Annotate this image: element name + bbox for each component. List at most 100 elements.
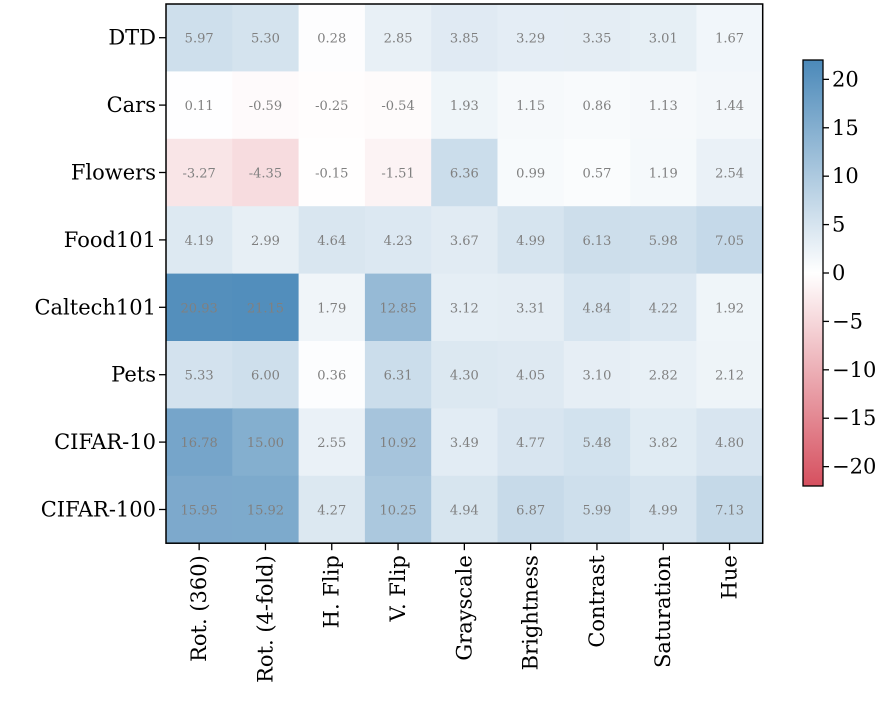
cell-value-label: 3.12: [450, 301, 479, 316]
column-tick-labels: Rot. (360) Rot. (4-fold) H. Flip V. Flip Gra…: [187, 543, 741, 683]
cell-value-label: 0.36: [317, 369, 346, 384]
row-tick-label: Pets: [111, 363, 156, 387]
cell-value-label: 4.77: [516, 436, 545, 451]
cell-value-label: 0.28: [317, 32, 346, 47]
cell-value-label: 15.92: [247, 504, 284, 519]
column-tick-label: V. Flip: [386, 555, 410, 622]
cell-value-label: 3.85: [450, 32, 479, 47]
colorbar-tick-label: −5: [832, 309, 863, 333]
row-tick-label: Cars: [107, 93, 156, 117]
cell-value-label: 0.99: [516, 167, 545, 182]
cell-value-label: 6.13: [582, 234, 611, 249]
cell-value-label: 4.64: [317, 234, 346, 249]
cell-value-label: 1.19: [649, 167, 678, 182]
cell-value-label: 2.54: [715, 167, 744, 182]
cell-value-label: -0.59: [249, 99, 282, 114]
cell-value-label: 3.10: [582, 369, 611, 384]
cell-value-label: -0.25: [315, 99, 348, 114]
cell-value-label: 3.01: [649, 32, 678, 47]
cell-value-label: 4.94: [450, 504, 479, 519]
cell-value-label: 3.35: [582, 32, 611, 47]
cell-value-label: 2.55: [317, 436, 346, 451]
cell-value-label: -4.35: [249, 167, 282, 182]
cell-value-label: 7.05: [715, 234, 744, 249]
cell-value-label: 10.25: [379, 504, 416, 519]
cell-value-label: -0.15: [315, 167, 348, 182]
cell-value-label: 3.82: [649, 436, 678, 451]
cell-value-label: 0.11: [185, 99, 214, 114]
cell-value-label: 4.30: [450, 369, 479, 384]
cell-value-label: 15.00: [247, 436, 284, 451]
cell-value-label: 3.29: [516, 32, 545, 47]
cell-value-label: 4.99: [649, 504, 678, 519]
colorbar-tick-label: −15: [832, 406, 876, 430]
column-tick-label: Rot. (360): [187, 555, 211, 662]
cell-value-label: 20.93: [181, 301, 218, 316]
row-tick-label: CIFAR-10: [54, 430, 156, 454]
cell-value-label: 1.67: [715, 32, 744, 47]
cell-value-label: 1.13: [649, 99, 678, 114]
colorbar-tick-label: −20: [832, 455, 876, 479]
cell-value-label: 5.33: [185, 369, 214, 384]
column-tick-label: Brightness: [519, 555, 543, 670]
cell-value-label: 6.00: [251, 369, 280, 384]
cell-value-label: 1.92: [715, 301, 744, 316]
heatmap-cells: 5.97 5.30 0.28 2.85 3.85 3.29 3.35 3.01 1.67 0.11…: [166, 4, 763, 544]
row-tick-label: Food101: [64, 228, 156, 252]
cell-value-label: 6.36: [450, 167, 479, 182]
cell-value-label: -3.27: [182, 167, 215, 182]
colorbar-tick-label: 15: [832, 116, 859, 140]
cell-value-label: 4.22: [649, 301, 678, 316]
cell-value-label: 1.93: [450, 99, 479, 114]
colorbar-tick-label: −10: [832, 358, 876, 382]
cell-value-label: -0.54: [381, 99, 414, 114]
row-tick-labels: DTDCarsFlowersFood101Caltech101PetsCIFAR…: [34, 26, 166, 522]
cell-value-label: 5.99: [582, 504, 611, 519]
cell-value-label: 3.67: [450, 234, 479, 249]
row-tick-label: CIFAR-100: [41, 498, 156, 522]
cell-value-label: 0.86: [582, 99, 611, 114]
cell-value-label: 21.15: [247, 301, 284, 316]
colorbar-tick-label: 5: [832, 213, 845, 237]
cell-value-label: 5.48: [582, 436, 611, 451]
column-tick-label: Grayscale: [452, 555, 476, 660]
cell-value-label: 2.99: [251, 234, 280, 249]
cell-value-label: 1.44: [715, 99, 744, 114]
cell-value-label: 4.80: [715, 436, 744, 451]
cell-value-label: 4.05: [516, 369, 545, 384]
cell-value-label: 2.82: [649, 369, 678, 384]
cell-value-label: 2.12: [715, 369, 744, 384]
colorbar-tick-label: 10: [832, 164, 859, 188]
cell-value-label: 5.97: [185, 32, 214, 47]
column-tick-label: Rot. (4-fold): [253, 555, 277, 683]
cell-value-label: 6.87: [516, 504, 545, 519]
cell-value-label: 4.84: [582, 301, 611, 316]
colorbar-tick-label: 0: [832, 261, 845, 285]
cell-value-label: 7.13: [715, 504, 744, 519]
column-tick-label: Hue: [718, 555, 742, 599]
colorbar-tick-label: 20: [832, 67, 859, 91]
column-tick-label: Contrast: [585, 555, 609, 648]
cell-value-label: 0.57: [582, 167, 611, 182]
cell-value-label: 15.95: [181, 504, 218, 519]
cell-value-label: 5.30: [251, 32, 280, 47]
cell-value-label: 3.49: [450, 436, 479, 451]
cell-value-label: 2.85: [384, 32, 413, 47]
cell-value-label: 1.15: [516, 99, 545, 114]
cell-value-label: 16.78: [181, 436, 218, 451]
cell-value-label: 4.27: [317, 504, 346, 519]
cell-value-label: 3.31: [516, 301, 545, 316]
cell-value-label: 4.19: [185, 234, 214, 249]
cell-value-label: 4.99: [516, 234, 545, 249]
row-tick-label: Caltech101: [34, 295, 156, 319]
column-tick-label: Saturation: [651, 555, 675, 668]
cell-value-label: 12.85: [379, 301, 416, 316]
colorbar: 20 15 10 5 0 −5 −10 −15 −20: [803, 60, 876, 486]
cell-value-label: 6.31: [384, 369, 413, 384]
cell-value-label: 1.79: [317, 301, 346, 316]
colorbar-gradient: [803, 60, 823, 486]
cell-value-label: 5.98: [649, 234, 678, 249]
cell-value-label: -1.51: [381, 167, 414, 182]
column-tick-label: H. Flip: [320, 555, 344, 628]
